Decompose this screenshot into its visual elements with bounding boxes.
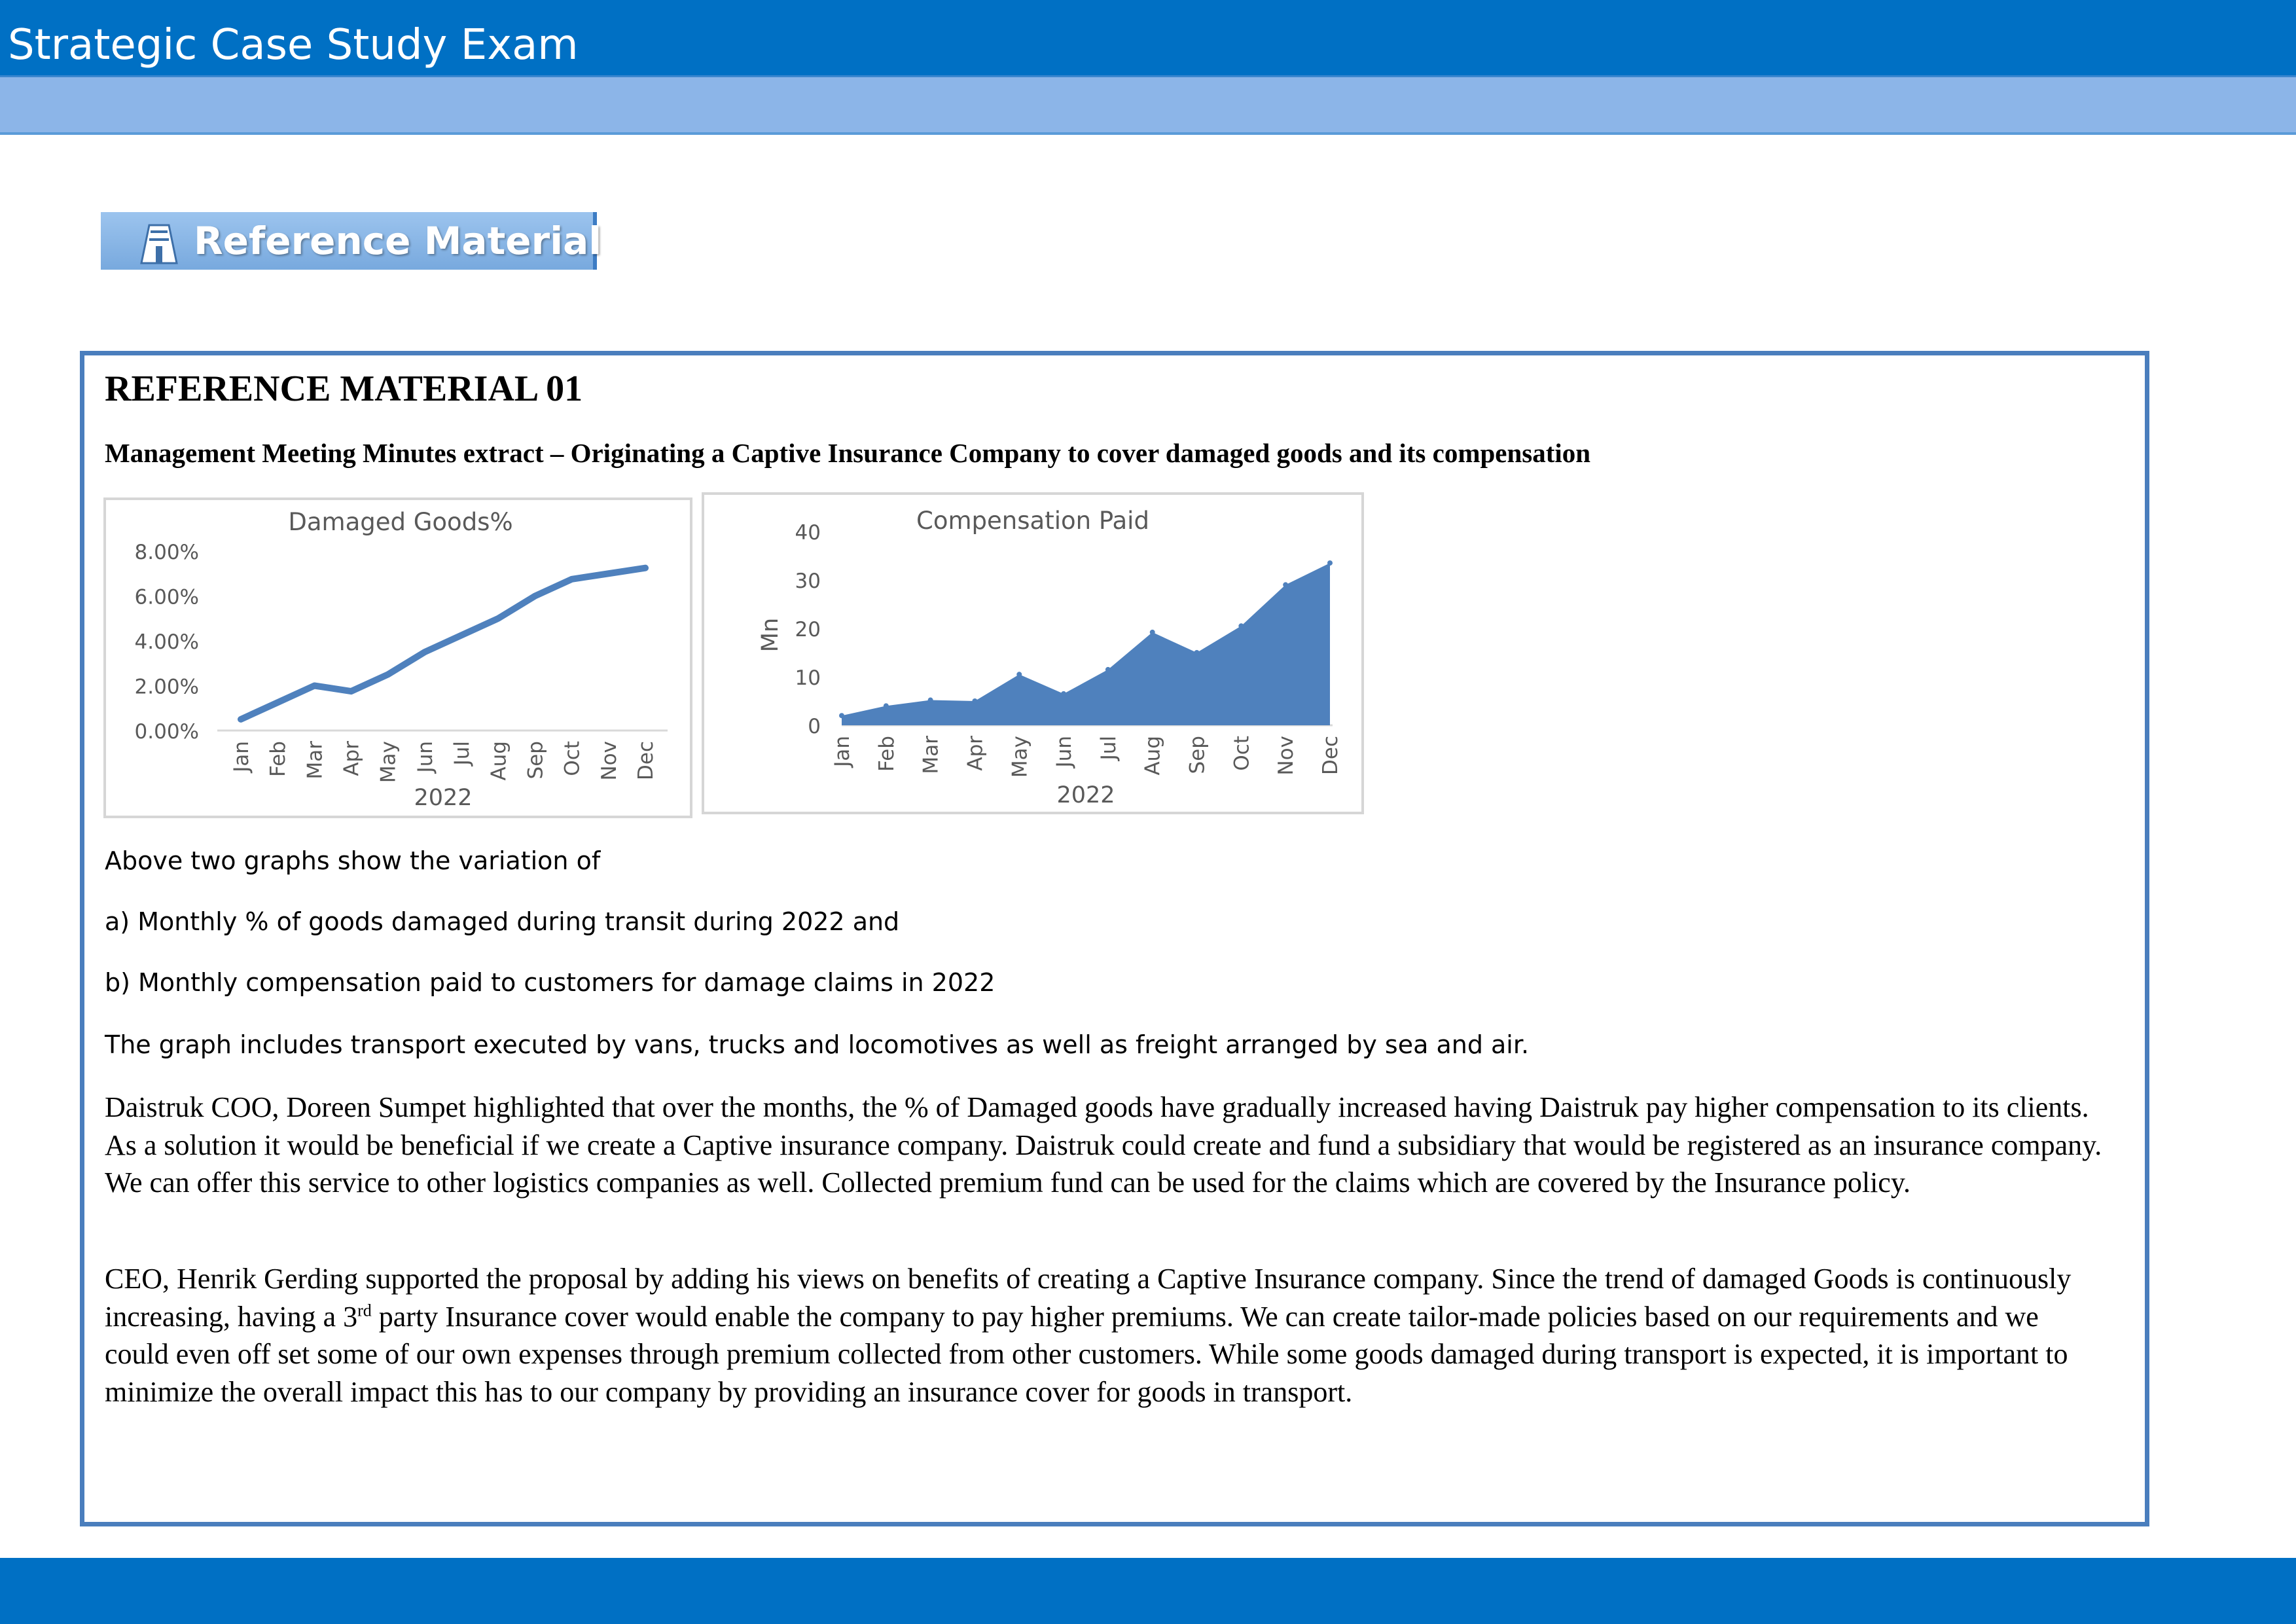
chart-title: Damaged Goods%: [288, 508, 512, 536]
x-tick-label: Jan: [230, 741, 253, 774]
item-b-text: b) Monthly compensation paid to customer…: [105, 968, 996, 997]
data-point: [927, 697, 933, 703]
x-tick-label: Oct: [1230, 736, 1253, 771]
x-tick-label: Sep: [1186, 736, 1210, 774]
data-point: [605, 571, 611, 577]
page-title: Strategic Case Study Exam: [8, 21, 579, 69]
series-line: [238, 564, 649, 723]
compensation-paid-svg: Compensation Paid 0 10 20 30 40 Jan Feb Mar Apr Ma…: [757, 507, 1342, 808]
x-tick-label: Jun: [1052, 736, 1076, 768]
x-tick-label: Apr: [340, 741, 364, 776]
x-tick-label: Apr: [963, 736, 987, 771]
x-tick-label: Dec: [1319, 736, 1342, 775]
data-point: [532, 593, 538, 599]
data-point: [422, 649, 427, 655]
x-tick-label: Jul: [1097, 736, 1121, 761]
data-point: [275, 700, 281, 706]
y-tick-label: 0.00%: [135, 720, 199, 744]
damaged-goods-chart: Damaged Goods% 0.00% 2.00% 4.00% 6.00% 8.00% J…: [103, 497, 692, 818]
ceo-paragraph-part-2: party Insurance cover would enable the c…: [105, 1300, 2068, 1408]
coo-paragraph: Daistruk COO, Doreen Sumpet highlighted …: [105, 1091, 2102, 1199]
chart-title: Compensation Paid: [916, 507, 1149, 535]
data-point: [312, 683, 317, 689]
reference-heading: REFERENCE MATERIAL 01: [105, 369, 583, 409]
data-point: [459, 632, 465, 638]
data-point: [1061, 691, 1067, 696]
ceo-paragraph: CEO, Henrik Gerding supported the propos…: [105, 1260, 2108, 1411]
header-bar: Strategic Case Study Exam: [0, 0, 2296, 77]
x-tick-label: Nov: [1274, 736, 1298, 776]
data-point: [385, 672, 391, 677]
data-point: [1105, 666, 1111, 672]
data-point: [1194, 650, 1200, 655]
data-point: [1283, 582, 1289, 588]
transport-note-text: The graph includes transport executed by…: [105, 1030, 1530, 1059]
data-point: [972, 698, 978, 704]
y-tick-label: 2.00%: [135, 676, 199, 699]
x-tick-label: Sep: [524, 741, 547, 779]
y-tick-label: 8.00%: [135, 541, 199, 564]
series-area: [842, 563, 1330, 725]
data-point: [883, 703, 889, 709]
reference-subheading: Management Meeting Minutes extract – Ori…: [105, 438, 1591, 468]
y-tick-label: 20: [795, 618, 821, 641]
x-tick-label: May: [1008, 736, 1031, 778]
y-tick-label: 4.00%: [135, 630, 199, 654]
y-tick-label: 40: [795, 521, 821, 545]
y-tick-label: 10: [795, 666, 821, 690]
footer-bar: [0, 1558, 2296, 1624]
x-tick-label: Mar: [920, 736, 943, 774]
damaged-goods-svg: Damaged Goods% 0.00% 2.00% 4.00% 6.00% 8.00% J…: [135, 508, 668, 811]
data-point: [348, 689, 354, 695]
x-tick-label: Mar: [303, 741, 327, 780]
y-tick-label: 30: [795, 569, 821, 593]
x-tick-label: Oct: [561, 741, 584, 776]
x-tick-label: Jun: [414, 741, 437, 774]
x-tick-label: May: [377, 741, 401, 783]
y-axis-title: Mn: [757, 618, 783, 652]
y-tick-label: 0: [808, 715, 821, 738]
x-tick-label: Aug: [487, 741, 511, 781]
x-tick-label: Aug: [1141, 736, 1165, 776]
ceo-paragraph-sup: rd: [357, 1300, 372, 1320]
reference-material-label: Reference Material: [194, 219, 602, 263]
x-tick-label: Feb: [266, 741, 290, 777]
book-stand-icon: [140, 224, 178, 264]
x-axis-title: 2022: [1056, 782, 1115, 808]
data-point: [495, 615, 501, 621]
data-point: [1149, 629, 1155, 635]
x-tick-label: Feb: [875, 736, 899, 772]
x-axis-title: 2022: [414, 785, 472, 811]
data-point: [569, 576, 575, 582]
sub-header-bar: [0, 77, 2296, 135]
y-tick-label: 6.00%: [135, 586, 199, 609]
compensation-paid-chart: Compensation Paid 0 10 20 30 40 Jan Feb Mar Apr Ma…: [702, 492, 1364, 814]
item-a-text: a) Monthly % of goods damaged during tra…: [105, 907, 900, 936]
intro-text: Above two graphs show the variation of: [105, 846, 601, 875]
data-point: [1238, 623, 1244, 629]
x-tick-label: Nov: [598, 741, 621, 781]
ceo-paragraph-part-1: CEO, Henrik Gerding supported the propos…: [105, 1263, 2072, 1333]
x-tick-label: Dec: [634, 741, 658, 780]
data-point: [643, 565, 648, 571]
reference-material-button[interactable]: Reference Material: [101, 212, 601, 270]
data-point: [1016, 672, 1022, 677]
x-tick-label: Jan: [831, 736, 854, 768]
data-point: [839, 713, 844, 719]
data-point: [1327, 560, 1333, 566]
x-tick-label: Jul: [450, 741, 474, 767]
data-point: [238, 716, 243, 722]
